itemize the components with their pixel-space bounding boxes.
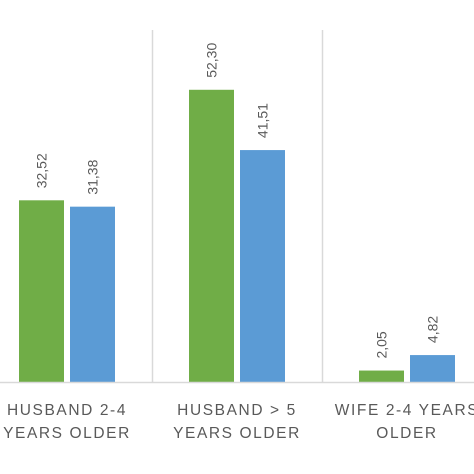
data-labels: 32,52 31,38 52,30 41,51 2,05 4,82 [34, 43, 441, 359]
data-label: 4,82 [425, 316, 441, 343]
bar-blue-2 [410, 355, 455, 382]
category-label: YEARS OLDER [3, 425, 131, 442]
category-label: YEARS OLDER [173, 425, 301, 442]
bars [19, 89, 455, 383]
category-label: WIFE 2-4 YEARS [335, 402, 474, 419]
category-label: HUSBAND > 5 [177, 402, 297, 419]
category-label: OLDER [376, 425, 437, 442]
category-label: HUSBAND 2-4 [7, 402, 127, 419]
bar-green-2 [359, 370, 404, 382]
bar-blue-1 [240, 150, 285, 382]
data-label: 41,51 [255, 103, 271, 138]
bar-green-1 [189, 89, 234, 383]
data-label: 52,30 [204, 43, 220, 78]
bar-green-0 [19, 200, 64, 382]
data-label: 31,38 [85, 159, 101, 194]
category-labels: HUSBAND 2-4 YEARS OLDER HUSBAND > 5 YEARS O… [3, 402, 474, 442]
category-separators [151, 30, 324, 382]
data-label: 2,05 [374, 331, 390, 358]
bar-blue-0 [70, 206, 115, 382]
data-label: 32,52 [34, 153, 50, 188]
